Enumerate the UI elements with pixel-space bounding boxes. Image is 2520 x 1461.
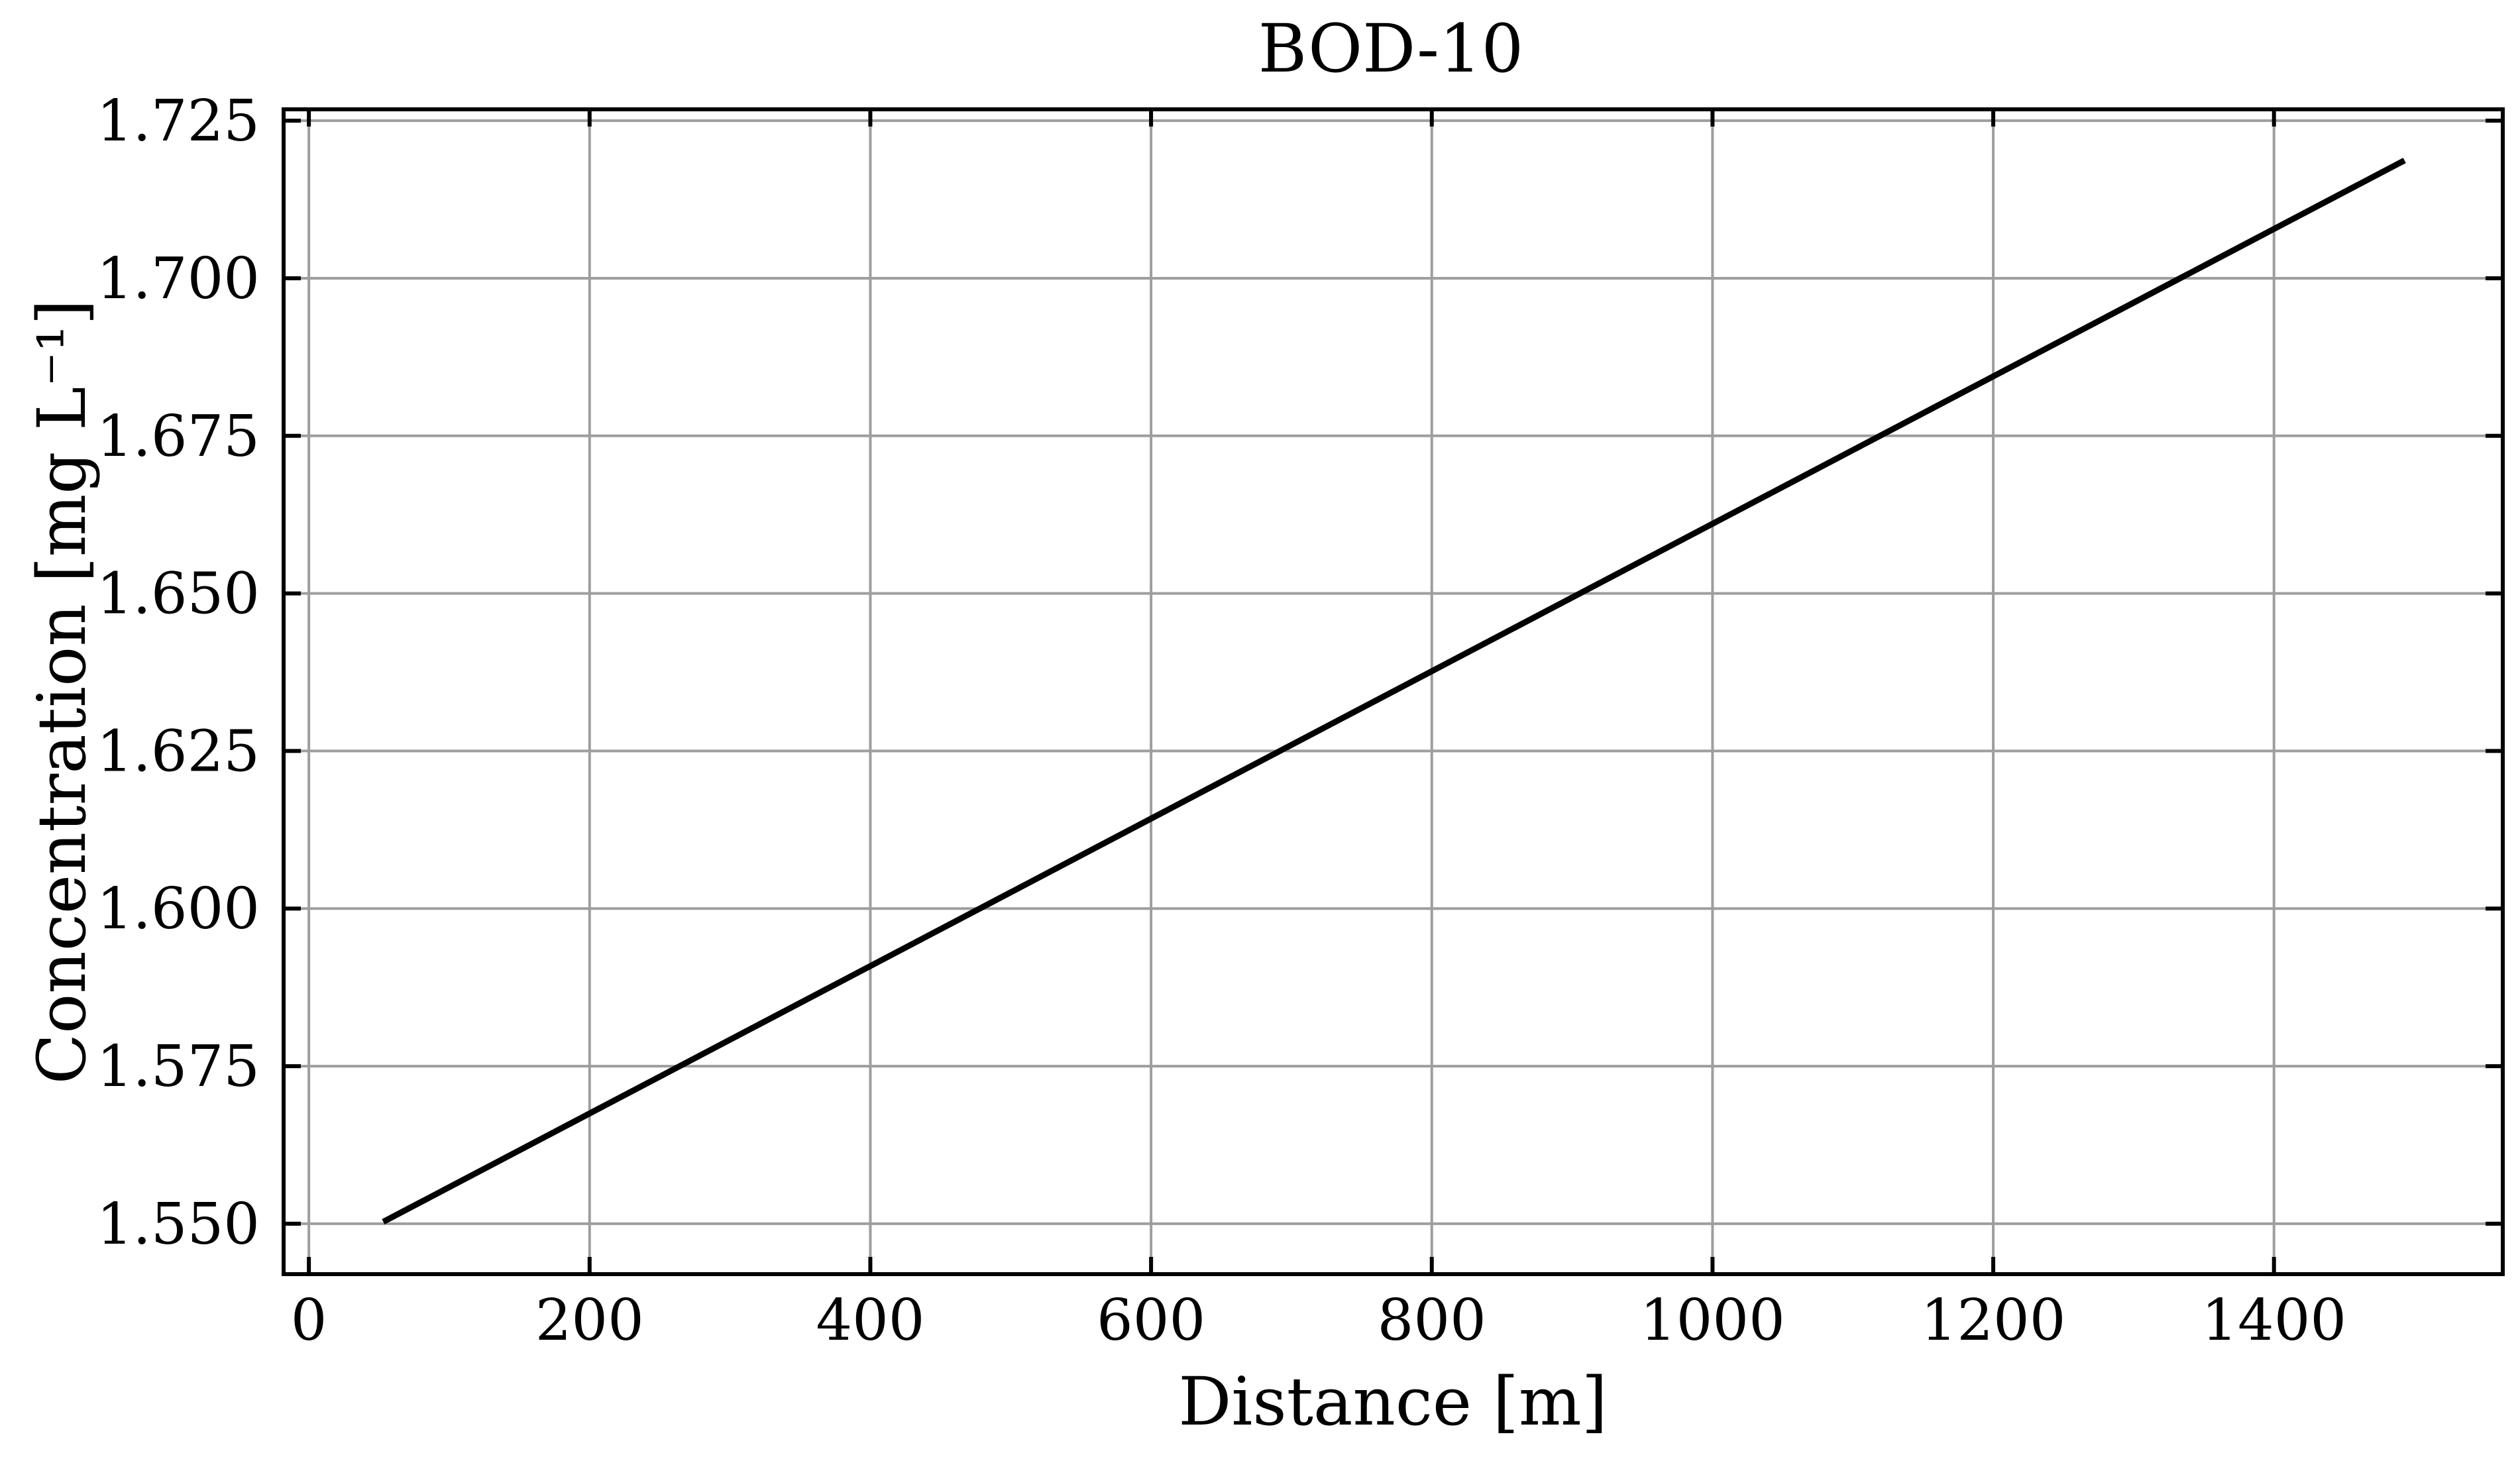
- x-axis-title: Distance [m]: [1178, 1363, 1608, 1440]
- x-tick-label: 200: [535, 1287, 644, 1354]
- x-tick-label: 1000: [1640, 1287, 1785, 1354]
- y-tick-label: 1.725: [97, 88, 260, 154]
- series-line: [382, 158, 2406, 1224]
- chart-title: BOD-10: [1258, 10, 1523, 87]
- x-tick-label: 1400: [2201, 1287, 2346, 1354]
- y-tick-labels: 1.550 1.575 1.600 1.625 1.650 1.675 1.700 1.725: [97, 88, 260, 1258]
- y-tick-label: 1.550: [97, 1191, 260, 1258]
- x-tick-label: 1200: [1921, 1287, 2066, 1354]
- y-tick-label: 1.650: [97, 561, 260, 627]
- y-tick-label: 1.600: [97, 876, 260, 942]
- series-layer: [382, 158, 2406, 1224]
- plot-frame: [282, 107, 2505, 1276]
- x-tick-labels: 0 200 400 600 800 1000 1200 1400: [291, 1287, 2346, 1354]
- y-tick-label: 1.675: [97, 404, 260, 470]
- x-tick-label: 0: [291, 1287, 327, 1354]
- x-tick-label: 800: [1378, 1287, 1486, 1354]
- ticks: [284, 109, 2503, 1274]
- y-tick-label: 1.575: [97, 1034, 260, 1100]
- y-axis-title: Concentration [mg L⁻¹]: [23, 299, 101, 1085]
- x-tick-label: 600: [1097, 1287, 1205, 1354]
- y-tick-label: 1.700: [97, 246, 260, 312]
- y-tick-label: 1.625: [97, 718, 260, 785]
- x-tick-label: 400: [816, 1287, 924, 1354]
- grid: [284, 109, 2503, 1274]
